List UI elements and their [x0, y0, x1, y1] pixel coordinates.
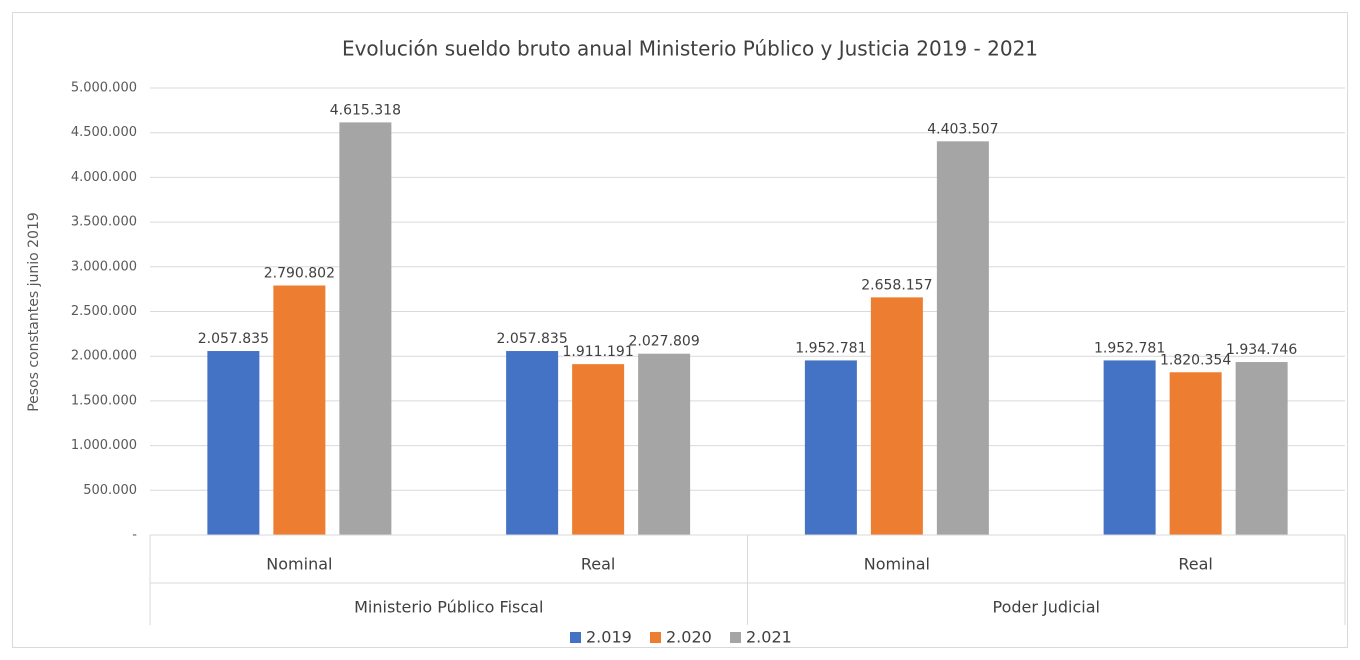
legend-label: 2.021	[746, 628, 792, 647]
chart-title: Evolución sueldo bruto anual Ministerio …	[342, 37, 1038, 61]
y-tick-label: 3.500.000	[71, 215, 137, 230]
data-label: 4.615.318	[330, 102, 401, 118]
data-label: 2.658.157	[861, 277, 932, 293]
data-label: 1.820.354	[1160, 352, 1231, 368]
bar	[804, 360, 857, 535]
y-tick-label: 2.500.000	[71, 304, 137, 319]
bar	[936, 141, 989, 535]
y-tick-label: 500.000	[83, 483, 137, 498]
y-tick-label: 4.500.000	[71, 125, 137, 140]
x-tick-label: Nominal	[266, 555, 332, 574]
data-label: 2.057.835	[198, 331, 269, 347]
bar	[638, 353, 691, 535]
y-tick-label: 5.000.000	[71, 81, 137, 96]
legend-swatch	[650, 632, 661, 643]
legend-swatch	[730, 632, 741, 643]
legend-swatch	[570, 632, 581, 643]
data-label: 2.057.835	[496, 331, 567, 347]
data-label: 1.911.191	[562, 344, 633, 360]
data-label: 2.027.809	[628, 334, 699, 350]
bar	[1103, 360, 1156, 535]
bar	[339, 122, 392, 536]
bar	[1169, 372, 1222, 535]
data-label: 4.403.507	[927, 121, 998, 137]
data-label: 1.952.781	[795, 340, 866, 356]
bar	[870, 297, 923, 535]
chart-frame	[12, 12, 1348, 648]
y-tick-label: 3.000.000	[71, 259, 137, 274]
x-tick-label: Real	[581, 555, 616, 574]
data-label: 2.790.802	[264, 266, 335, 282]
bar	[273, 285, 326, 535]
y-tick-label: 4.000.000	[71, 170, 137, 185]
x-tick-label: Real	[1178, 555, 1213, 574]
group-label: Poder Judicial	[993, 598, 1100, 617]
legend-label: 2.020	[666, 628, 712, 647]
y-tick-label: 1.500.000	[71, 393, 137, 408]
bar	[572, 364, 625, 535]
data-label: 1.952.781	[1094, 340, 1165, 356]
bar	[207, 351, 260, 535]
y-tick-label: 2.000.000	[71, 349, 137, 364]
y-tick-label: 1.000.000	[71, 438, 137, 453]
y-axis-label: Pesos constantes junio 2019	[26, 212, 42, 412]
y-tick-label: -	[132, 528, 137, 543]
legend-label: 2.019	[586, 628, 632, 647]
x-tick-label: Nominal	[864, 555, 930, 574]
group-label: Ministerio Público Fiscal	[354, 598, 543, 617]
bar	[506, 351, 559, 535]
bar	[1235, 362, 1288, 535]
data-label: 1.934.746	[1226, 342, 1297, 358]
